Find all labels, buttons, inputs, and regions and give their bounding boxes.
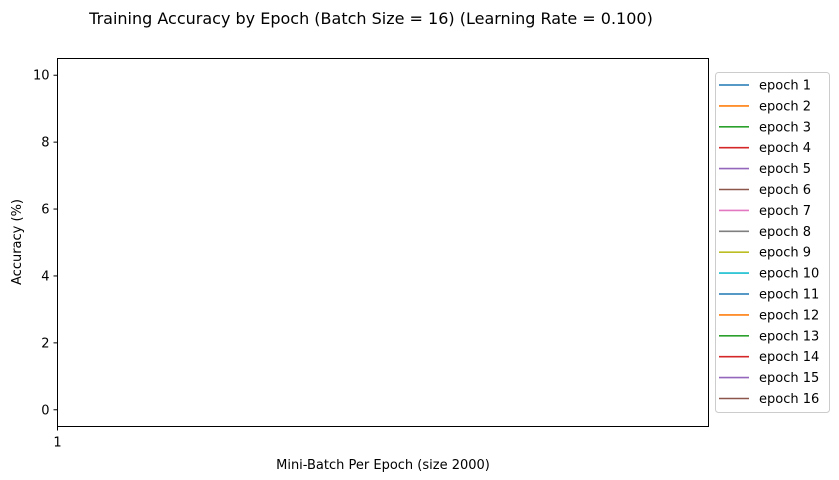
legend-label: epoch 10 <box>759 267 819 282</box>
y-tick-label: 4 <box>41 269 49 284</box>
x-axis: 1 <box>53 426 62 451</box>
legend-label: epoch 6 <box>759 183 811 198</box>
legend-item: epoch 9 <box>719 246 811 261</box>
y-tick-label: 6 <box>41 203 49 218</box>
legend-label: epoch 3 <box>759 120 811 135</box>
legend-label: epoch 5 <box>759 162 811 177</box>
legend-item: epoch 5 <box>719 162 811 177</box>
legend-label: epoch 7 <box>759 204 811 219</box>
y-tick-label: 10 <box>33 69 50 84</box>
legend-item: epoch 7 <box>719 204 811 219</box>
legend-label: epoch 9 <box>759 246 811 261</box>
legend-item: epoch 13 <box>719 329 819 344</box>
legend-label: epoch 14 <box>759 350 819 365</box>
legend-item: epoch 4 <box>719 141 811 156</box>
legend-label: epoch 13 <box>759 329 819 344</box>
chart-title: Training Accuracy by Epoch (Batch Size =… <box>88 9 653 28</box>
legend-item: epoch 14 <box>719 350 819 365</box>
legend-item: epoch 12 <box>719 308 819 323</box>
legend-label: epoch 1 <box>759 79 811 94</box>
legend-label: epoch 4 <box>759 141 811 156</box>
y-axis: 0 2 4 6 8 10 <box>33 69 58 418</box>
legend-frame <box>715 72 830 413</box>
legend-item: epoch 15 <box>719 371 819 386</box>
y-tick-label: 8 <box>41 136 49 151</box>
legend-item: epoch 16 <box>719 392 819 407</box>
legend-item: epoch 11 <box>719 288 819 303</box>
legend-item: epoch 10 <box>719 267 819 282</box>
y-tick-label: 0 <box>41 403 49 418</box>
y-tick-label: 2 <box>41 336 49 351</box>
legend-item: epoch 2 <box>719 99 811 114</box>
x-axis-label: Mini-Batch Per Epoch (size 2000) <box>276 458 490 473</box>
y-axis-label: Accuracy (%) <box>10 199 25 285</box>
legend-item: epoch 3 <box>719 120 811 135</box>
legend: epoch 1 epoch 2 epoch 3 epoch 4 epoch 5 epoch… <box>715 72 830 413</box>
x-tick-label: 1 <box>53 436 61 451</box>
legend-label: epoch 12 <box>759 308 819 323</box>
legend-label: epoch 2 <box>759 99 811 114</box>
legend-label: epoch 15 <box>759 371 819 386</box>
legend-label: epoch 11 <box>759 288 819 303</box>
legend-item: epoch 1 <box>719 79 811 94</box>
legend-label: epoch 16 <box>759 392 819 407</box>
legend-item: epoch 8 <box>719 225 811 240</box>
legend-label: epoch 8 <box>759 225 811 240</box>
legend-item: epoch 6 <box>719 183 811 198</box>
plot-area <box>57 58 709 427</box>
